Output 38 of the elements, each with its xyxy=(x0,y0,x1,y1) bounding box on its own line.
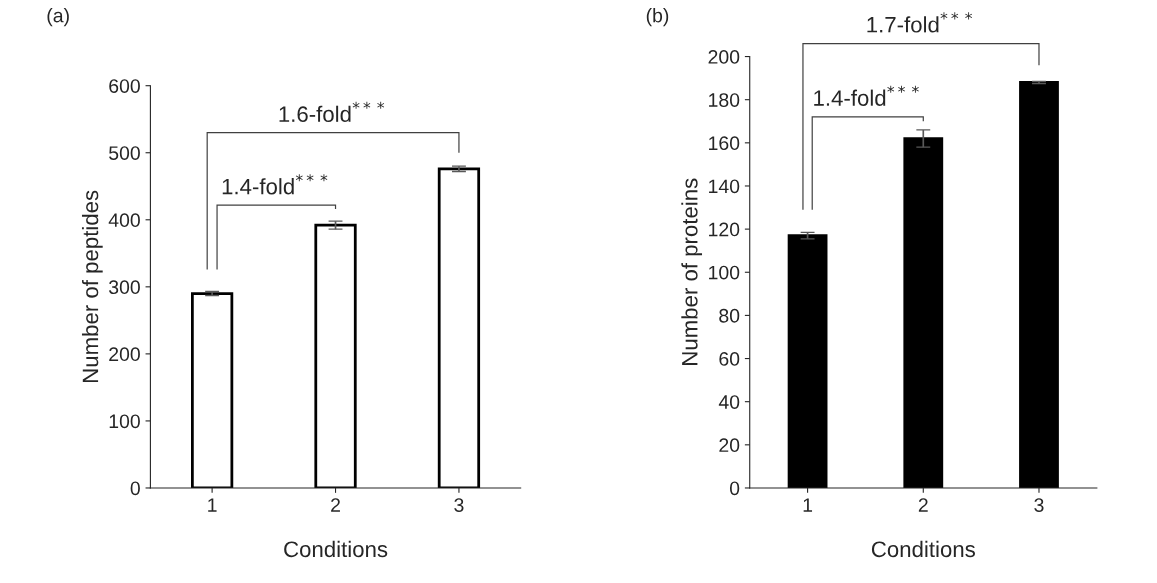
x-tick-label: 2 xyxy=(918,498,928,512)
y-tick-label: 40 xyxy=(718,395,740,409)
annotation: 1.6-fold$^{***}$ xyxy=(279,101,385,123)
chart-title: (b) xyxy=(646,8,669,27)
y-tick-label: 600 xyxy=(109,79,140,93)
y-tick-label: 60 xyxy=(719,352,740,366)
x-tick-label: 1 xyxy=(208,498,217,512)
y-tick-label: 500 xyxy=(109,146,140,160)
y-tick-label: 0 xyxy=(729,481,740,496)
y-axis-title: Number of peptides xyxy=(81,190,103,382)
chart-title: (a) xyxy=(47,8,69,27)
y-tick-label: 100 xyxy=(709,265,740,280)
x-tick-label: 3 xyxy=(454,498,464,512)
y-tick-label: 140 xyxy=(709,179,740,194)
x-axis-title: Conditions xyxy=(871,540,975,558)
y-tick-label: 0 xyxy=(130,481,140,496)
x-tick-label: 2 xyxy=(331,498,340,512)
y-tick-label: 160 xyxy=(709,136,740,151)
bar xyxy=(190,292,234,488)
x-axis-title: Conditions xyxy=(284,540,388,558)
y-tick-label: 200 xyxy=(708,50,740,64)
bar xyxy=(787,234,828,488)
y-tick-label: 300 xyxy=(108,280,140,295)
x-tick-label: 3 xyxy=(1034,498,1044,512)
bar xyxy=(1019,81,1059,488)
text: 1.7-fold$^{***}$ xyxy=(867,12,973,33)
annotation: 1.4-fold$^{***}$ xyxy=(814,85,919,106)
y-tick-label: 180 xyxy=(709,93,740,107)
y-tick-label: 100 xyxy=(109,414,140,429)
y-tick-label: 400 xyxy=(108,213,140,228)
y-tick-label: 200 xyxy=(109,347,140,362)
y-tick-label: 80 xyxy=(719,308,740,323)
y-axis-title: Number of proteins xyxy=(681,178,703,365)
y-tick-label: 120 xyxy=(709,222,740,237)
y-tick-label: 20 xyxy=(719,438,740,453)
bar xyxy=(437,167,481,488)
annotation: 1.4-fold$^{***}$ xyxy=(222,174,328,195)
x-tick-label: 1 xyxy=(803,498,813,512)
